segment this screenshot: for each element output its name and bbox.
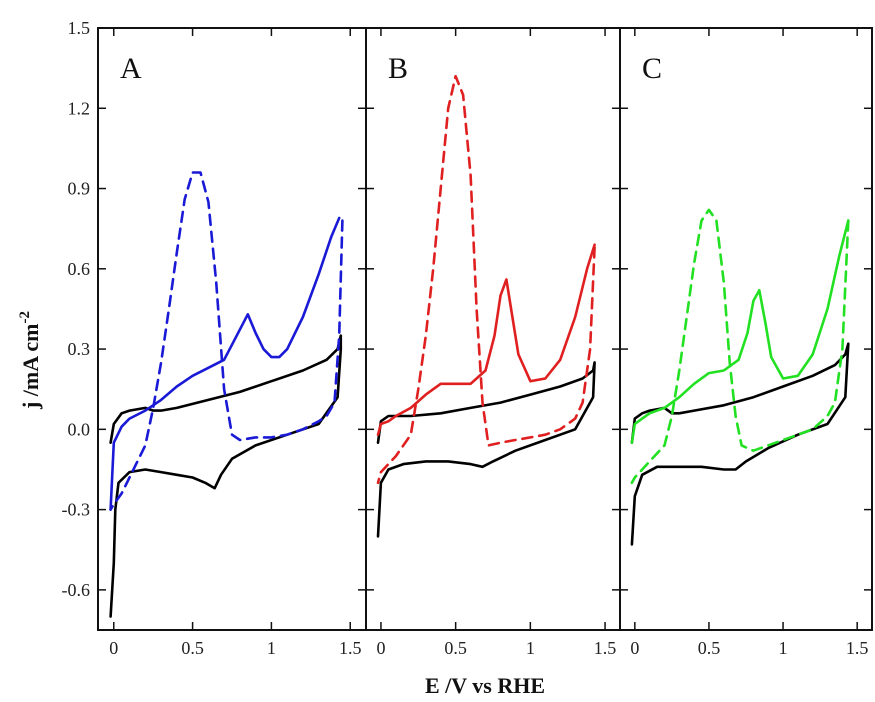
y-tick-label: 0.0 [68,419,91,439]
panel-frame [619,27,873,631]
x-tick-label: 0 [376,638,385,658]
x-tick-label: 1.5 [339,638,362,658]
colored-solid-curve [630,219,850,444]
y-tick-label: 1.2 [68,98,91,118]
y-tick-label: 0.9 [68,179,91,199]
panel-letter: B [388,52,408,85]
y-axis-title-superscript: -2 [17,311,33,324]
x-tick-label: 0.5 [181,638,204,658]
x-tick-label: 1 [779,638,788,658]
y-tick-label: 1.5 [68,18,91,38]
colored-dashed-curve [109,171,344,511]
y-tick-label: -0.3 [62,500,91,520]
panel-C: 0 0.5 1 1.5 C [619,27,873,658]
x-tick-label: 1.5 [594,638,617,658]
y-axis-title: j /mA cm-2 [17,311,43,410]
x-axis-title: E /V vs RHE [425,673,545,698]
panel-letter: A [120,52,142,85]
panel-letter: C [642,52,662,85]
y-axis-title-text: j /mA cm [18,323,43,410]
y-tick-label: 0.3 [68,339,91,359]
x-tick-label: 0 [630,638,639,658]
x-tick-label: 0 [109,638,118,658]
panels-group: 0 0.5 1 1.5 -0.6 -0.3 0.0 0.3 0.6 0.9 1.2 1.5 A 0 0.5 1… [62,18,873,658]
panel-frame [97,27,367,631]
x-tick-label: 1 [526,638,535,658]
colored-dashed-curve [376,74,596,485]
y-tick-label: -0.6 [62,580,91,600]
colored-solid-curve [376,243,596,436]
y-tick-label: 0.6 [68,259,91,279]
black-solid-curve [376,361,596,538]
x-tick-label: 0.5 [698,638,721,658]
x-tick-label: 1 [267,638,276,658]
black-solid-curve [109,334,343,618]
colored-solid-curve [109,216,341,511]
panel-A: 0 0.5 1 1.5 -0.6 -0.3 0.0 0.3 0.6 0.9 1.2 1.5 A [62,18,367,658]
black-solid-curve [630,342,850,546]
panel-frame [365,27,621,631]
x-tick-label: 0.5 [444,638,467,658]
x-tick-label: 1.5 [846,638,869,658]
panel-B: 0 0.5 1 1.5 B [365,27,621,658]
colored-dashed-curve [630,208,850,485]
